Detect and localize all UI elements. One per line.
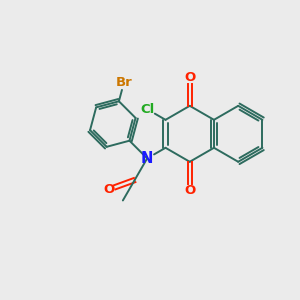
- Text: O: O: [103, 183, 114, 196]
- Text: Br: Br: [116, 76, 132, 89]
- Text: Cl: Cl: [141, 103, 155, 116]
- Text: O: O: [184, 184, 195, 197]
- Text: N: N: [141, 151, 153, 166]
- Text: O: O: [184, 71, 195, 84]
